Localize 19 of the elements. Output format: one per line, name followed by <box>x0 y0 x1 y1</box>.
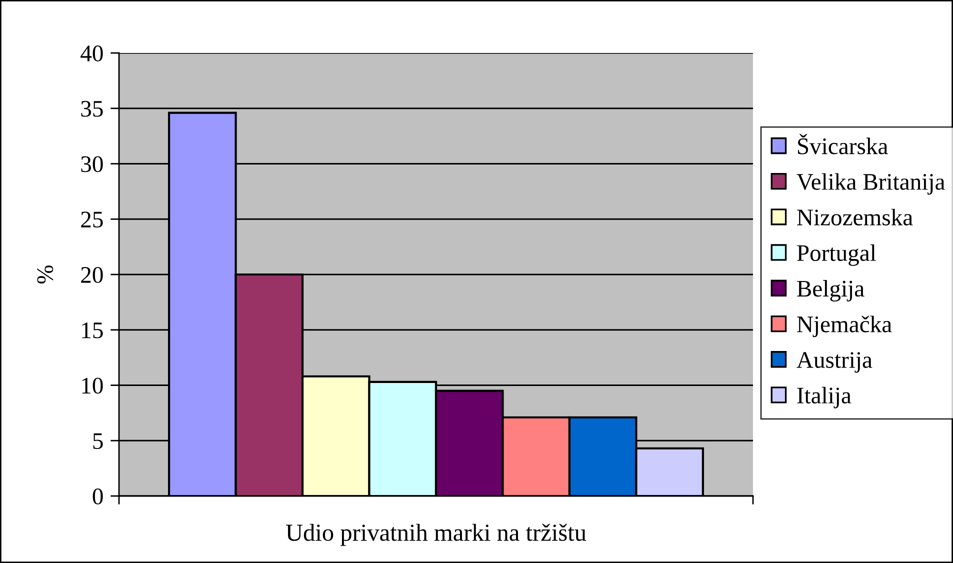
y-tick-label: 0 <box>92 488 103 504</box>
x-tick-label: Udio privatnih marki na tržištu <box>286 524 586 546</box>
legend-label: Belgija <box>797 280 864 302</box>
y-tick-label: 15 <box>82 322 103 338</box>
y-tick-label: 30 <box>81 156 103 172</box>
legend-label: Austrija <box>796 352 872 373</box>
legend-label: Nizozemska <box>797 208 913 226</box>
y-tick-label: 20 <box>81 266 103 283</box>
legend-label: Velika Britanija <box>796 173 945 195</box>
y-tick-label: 40 <box>80 45 103 62</box>
y-tick-label: 25 <box>81 212 103 228</box>
legend-label: Italija <box>797 386 852 408</box>
legend-label: Švicarska <box>798 134 888 154</box>
legend-label: Njemačka <box>797 316 892 338</box>
y-axis-title: % <box>37 265 54 284</box>
y-tick-label: 5 <box>93 433 103 450</box>
y-tick-label: 10 <box>82 378 103 394</box>
y-tick-label: 35 <box>81 100 103 117</box>
legend-label: Portugal <box>797 244 876 266</box>
